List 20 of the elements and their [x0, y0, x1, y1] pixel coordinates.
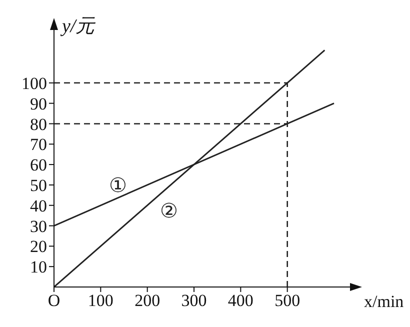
x-tick-label: O [48, 291, 60, 310]
x-tick-label: 300 [181, 291, 207, 310]
y-tick-label: 50 [30, 176, 47, 195]
y-tick-label: 30 [30, 216, 47, 236]
y-tick-label: 60 [30, 156, 47, 175]
y-tick-label: 20 [30, 237, 47, 256]
x-tick-label: 400 [228, 291, 254, 310]
y-tick-label: 40 [30, 196, 47, 216]
x-axis-title: x/min [364, 292, 404, 311]
series-label: ② [160, 200, 178, 223]
y-tick-label: 70 [30, 135, 47, 154]
y-tick-label: 90 [30, 94, 47, 114]
x-tick-label: 500 [274, 291, 300, 310]
series-label: ① [109, 174, 127, 197]
x-tick-label: 200 [134, 291, 160, 310]
y-tick-label: 80 [30, 114, 47, 134]
y-tick-label: 100 [22, 74, 47, 93]
y-tick-label: 10 [30, 258, 47, 277]
y-axis-title: y/元 [60, 16, 97, 37]
x-tick-label: 100 [88, 291, 114, 310]
